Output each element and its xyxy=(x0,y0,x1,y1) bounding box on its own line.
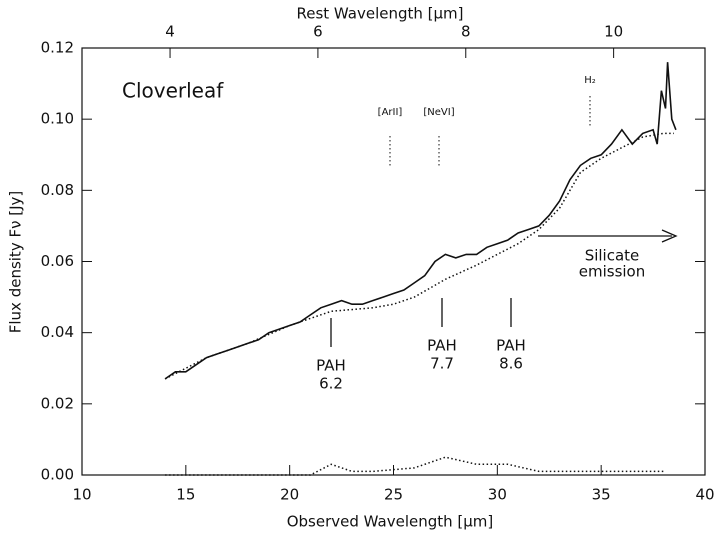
y-tick-label: 0.08 xyxy=(41,181,74,199)
silicate-label: emission xyxy=(579,263,646,281)
object-label: Cloverleaf xyxy=(122,79,224,103)
pah-label: PAH xyxy=(316,357,346,375)
pah-label: PAH xyxy=(496,337,526,355)
y-axis-title: Flux density Fν [Jy] xyxy=(7,191,25,334)
y-tick-label: 0.06 xyxy=(41,252,74,270)
x-tick-label: 20 xyxy=(280,486,299,504)
pah-label: 7.7 xyxy=(430,355,454,373)
y-tick-label: 0.00 xyxy=(41,466,74,484)
y-tick-label: 0.12 xyxy=(41,39,74,57)
line-label: H₂ xyxy=(584,75,596,86)
x-tick-label: 15 xyxy=(176,486,195,504)
silicate-label: Silicate xyxy=(585,247,640,265)
pah-label: 8.6 xyxy=(499,355,523,373)
y-tick-label: 0.04 xyxy=(41,323,74,341)
spectrum-line xyxy=(165,456,664,476)
x-tick-label: 30 xyxy=(488,486,507,504)
top-axis-title: Rest Wavelength [μm] xyxy=(296,5,463,23)
top-tick-label: 10 xyxy=(604,23,623,41)
y-tick-label: 0.02 xyxy=(41,394,74,412)
top-tick-label: 6 xyxy=(313,23,323,41)
pah-label: 6.2 xyxy=(319,375,343,393)
x-tick-label: 10 xyxy=(72,486,91,504)
line-label: [ArII] xyxy=(378,107,403,118)
x-tick-label: 40 xyxy=(695,486,714,504)
top-tick-label: 8 xyxy=(461,23,471,41)
spectrum-line xyxy=(164,62,677,380)
x-tick-label: 35 xyxy=(592,486,611,504)
arrow-head xyxy=(661,229,678,243)
line-label: [NeVI] xyxy=(423,107,454,118)
y-tick-label: 0.10 xyxy=(41,110,74,128)
x-tick-label: 25 xyxy=(384,486,403,504)
top-tick-label: 4 xyxy=(165,23,175,41)
x-axis-title: Observed Wavelength [μm] xyxy=(287,513,494,531)
pah-label: PAH xyxy=(427,337,457,355)
